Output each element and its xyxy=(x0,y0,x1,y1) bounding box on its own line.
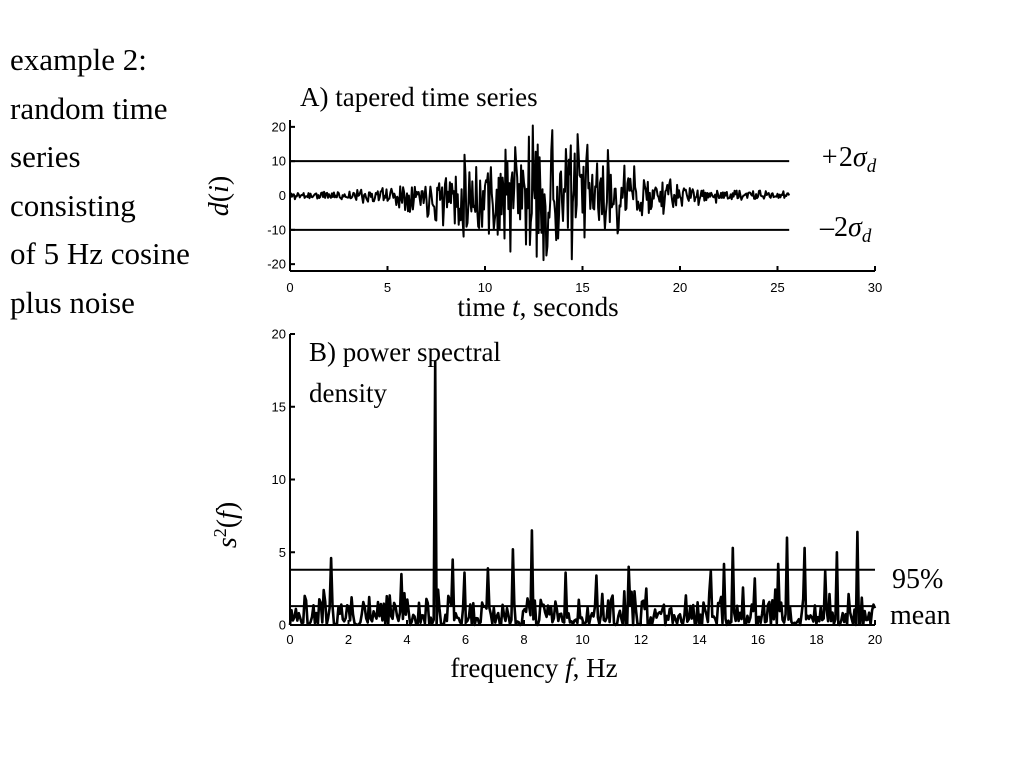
caption-line: example 2: xyxy=(10,42,147,77)
x-tick-label: 6 xyxy=(462,632,469,647)
slide-caption: example 2: random time series consisting… xyxy=(10,36,250,327)
y-tick-label: 10 xyxy=(272,154,286,169)
caption-line: consisting xyxy=(10,187,136,223)
chart-a: A) tapered time series 0 5 10 15 20 25 30 20 10… xyxy=(204,82,882,322)
y-tick-label: 20 xyxy=(272,119,286,134)
chart-a-ref-label-lower: –2σd xyxy=(819,212,872,247)
chart-b-x-label: frequency f, Hz xyxy=(450,653,617,683)
chart-b-y-ticks: 20 15 10 5 0 xyxy=(272,327,295,633)
x-tick-label: 10 xyxy=(575,632,589,647)
caption-line: random time xyxy=(10,90,168,126)
chart-b-ref-label-95: 95% xyxy=(892,564,943,595)
chart-b-y-label: s2(f) xyxy=(210,502,243,548)
y-tick-label: -10 xyxy=(267,222,286,237)
x-tick-label: 4 xyxy=(403,632,410,647)
chart-a-y-label: d(i) xyxy=(204,176,235,216)
y-tick-label: 0 xyxy=(279,618,286,633)
chart-a-x-ticks: 0 5 10 15 20 25 30 xyxy=(286,266,882,295)
chart-a-ref-label-upper: +2σd xyxy=(820,142,877,177)
y-tick-label: 10 xyxy=(272,472,286,487)
chart-a-title: A) tapered time series xyxy=(300,82,538,112)
x-tick-label: 12 xyxy=(634,632,648,647)
x-tick-label: 8 xyxy=(520,632,527,647)
y-tick-label: -20 xyxy=(267,257,286,272)
y-tick-label: 0 xyxy=(279,188,286,203)
y-tick-label: 20 xyxy=(272,327,286,342)
caption-line: series xyxy=(10,139,81,174)
chart-b-title-line1: B) power spectral xyxy=(309,337,501,367)
x-tick-label: 14 xyxy=(692,632,706,647)
chart-a-x-label: time t, seconds xyxy=(457,292,618,322)
chart-b-x-ticks: 0 2 4 6 8 10 12 14 16 18 20 xyxy=(286,620,882,647)
x-tick-label: 30 xyxy=(868,280,882,295)
chart-b-series-line xyxy=(288,360,877,627)
caption-line: of 5 Hz cosine xyxy=(10,236,190,271)
x-tick-label: 18 xyxy=(809,632,823,647)
x-tick-label: 0 xyxy=(286,632,293,647)
x-tick-label: 16 xyxy=(751,632,765,647)
x-tick-label: 0 xyxy=(286,280,293,295)
x-tick-label: 15 xyxy=(575,280,589,295)
chart-b-title-line2: density xyxy=(309,378,387,408)
x-tick-label: 10 xyxy=(478,280,492,295)
caption-line: plus noise xyxy=(10,284,135,320)
x-tick-label: 20 xyxy=(868,632,882,647)
y-tick-label: 5 xyxy=(279,545,286,560)
x-tick-label: 5 xyxy=(384,280,391,295)
x-tick-label: 25 xyxy=(770,280,784,295)
x-tick-label: 2 xyxy=(345,632,352,647)
chart-a-series-line xyxy=(289,124,791,262)
x-tick-label: 20 xyxy=(673,280,687,295)
chart-b: B) power spectral density 0 2 4 6 8 10 12 14 16 1… xyxy=(210,327,951,684)
chart-b-ref-label-mean: mean xyxy=(890,600,951,631)
y-tick-label: 15 xyxy=(272,399,286,414)
